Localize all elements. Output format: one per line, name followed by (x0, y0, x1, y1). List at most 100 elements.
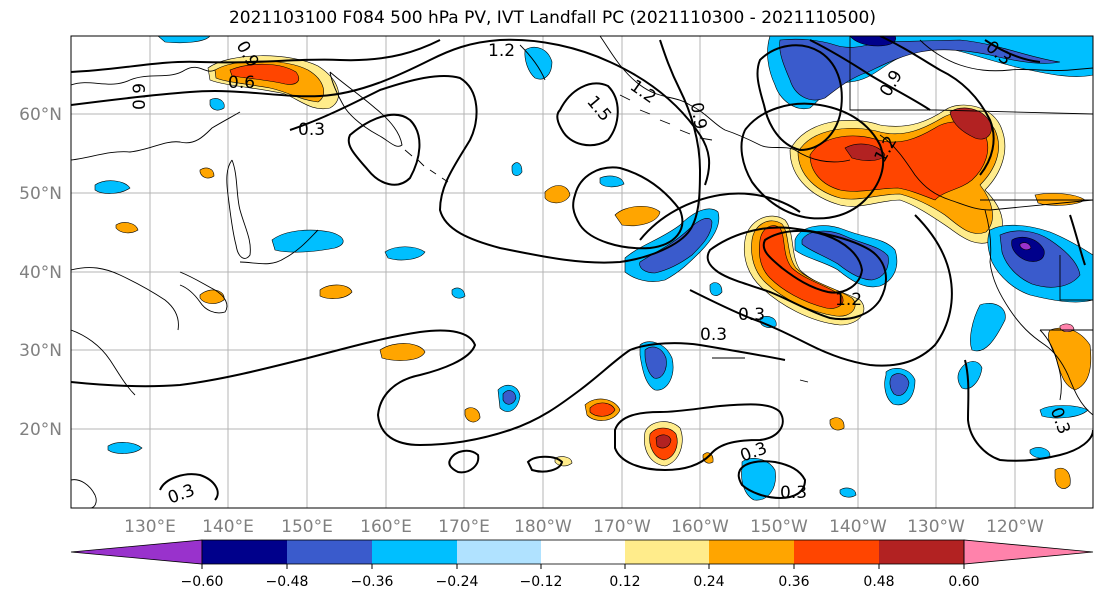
coastline (919, 39, 1093, 72)
pv-contour (756, 44, 843, 152)
colorbar-tick-labels: −0.60 −0.48 −0.36 −0.24 −0.12 0.12 0.24 … (181, 574, 980, 590)
lon-tick-label: 140°W (829, 517, 887, 537)
lon-tick-label: 170°W (593, 517, 651, 537)
colorbar-tick-label: −0.24 (436, 574, 479, 590)
coastlines (71, 36, 1093, 508)
ivt-blob (229, 63, 299, 85)
ivt-blob (614, 206, 661, 227)
pv-contour (347, 113, 421, 186)
colorbar-tick-label: 0.24 (693, 574, 724, 590)
ivt-blob (1048, 327, 1092, 391)
pv-contour (159, 473, 219, 501)
colorbar-segment (372, 540, 457, 564)
lon-tick-labels: 130°E 140°E 150°E 160°E 170°E 180°W 170°… (124, 517, 1044, 537)
colorbar-segment (879, 540, 964, 564)
ivt-blob (115, 222, 139, 234)
colorbar-tick-label: −0.12 (520, 574, 563, 590)
ivt-blob (451, 287, 466, 299)
coastline (599, 36, 851, 163)
contour-label: 0.9 (686, 101, 710, 131)
ivt-blob (464, 407, 481, 423)
pv-contour (879, 36, 995, 176)
ivt-blob (524, 47, 553, 80)
colorbar-tick-label: −0.48 (266, 574, 309, 590)
coastline (71, 267, 179, 331)
pv-contour (984, 39, 1041, 63)
pv-contour (526, 455, 564, 473)
pv-contour (762, 229, 864, 294)
ivt-blob (384, 246, 426, 261)
ivt-negative-shading (94, 36, 1093, 501)
contour-label: 0.3 (298, 120, 325, 140)
coastline (226, 159, 251, 259)
lon-tick-label: 180°W (514, 517, 572, 537)
colorbar-segment (541, 540, 625, 564)
lon-tick-label: 140°E (202, 517, 254, 537)
lon-tick-label: 160°W (671, 517, 729, 537)
ivt-blob (1029, 447, 1051, 459)
ivt-blob (199, 167, 215, 179)
ivt-blob (844, 143, 886, 161)
coastline (71, 111, 241, 161)
ivt-blob (644, 346, 667, 379)
lon-tick-label: 160°E (360, 517, 412, 537)
ivt-blob (1054, 467, 1071, 489)
coastline (179, 271, 228, 314)
ivt-blob (209, 98, 225, 111)
pv-contour (706, 226, 887, 320)
colorbar-tick-label: 0.60 (948, 574, 979, 590)
lon-tick-label: 130°E (124, 517, 176, 537)
pv-contour (572, 166, 684, 250)
colorbar-segment (794, 540, 879, 564)
colorbar-tick-label: 0.12 (609, 574, 640, 590)
border (849, 36, 1093, 115)
chart-title: 2021103100 F084 500 hPa PV, IVT Landfall… (228, 8, 876, 28)
coastline (329, 71, 403, 147)
pv-contour (740, 102, 885, 220)
contour-label: 0.6 (228, 73, 255, 93)
border (1059, 255, 1093, 301)
ivt-blob (544, 185, 571, 204)
colorbar-ticks (201, 564, 965, 569)
ivt-blob (949, 107, 992, 140)
lon-tick-label: 170°E (438, 517, 490, 537)
colorbar-tick-label: 0.48 (863, 574, 894, 590)
pv-contours (71, 36, 1093, 501)
pv-contour (809, 39, 931, 111)
pv-contour (639, 192, 801, 241)
pv-contour (964, 359, 1093, 462)
contour-label: 1.2 (835, 290, 862, 310)
colorbar-segment (709, 540, 794, 564)
colorbar-segment (202, 540, 287, 564)
ivt-blob (639, 217, 713, 274)
pv-contour (689, 214, 953, 367)
lat-tick-label: 60°N (19, 105, 62, 125)
pv-contour (556, 82, 619, 147)
lat-tick-label: 20°N (19, 420, 62, 440)
coastline (1039, 329, 1062, 401)
ivt-blob (839, 487, 857, 498)
ivt-blob (809, 121, 989, 201)
lon-tick-label: 150°E (281, 517, 333, 537)
lon-tick-label: 150°W (750, 517, 808, 537)
ivt-blob (94, 180, 131, 194)
colorbar-segment (625, 540, 709, 564)
ivt-blob (889, 373, 910, 396)
lon-tick-label: 130°W (907, 517, 965, 537)
colorbar-segment (287, 540, 372, 564)
coastline (71, 66, 216, 86)
contour-label: 0.3 (700, 325, 727, 345)
ivt-blob (829, 417, 845, 431)
pv-contour (737, 460, 807, 500)
colorbar-tick-label: −0.60 (181, 574, 224, 590)
colorbar-extend-max (963, 539, 1094, 565)
gridlines (71, 36, 1093, 508)
coastline (239, 229, 319, 265)
colorbar-segment (457, 540, 541, 564)
ivt-blob (589, 402, 616, 417)
ivt-blob (709, 282, 723, 296)
ivt-blob (502, 390, 517, 405)
coastline (712, 357, 809, 383)
ivt-blob (379, 343, 426, 361)
